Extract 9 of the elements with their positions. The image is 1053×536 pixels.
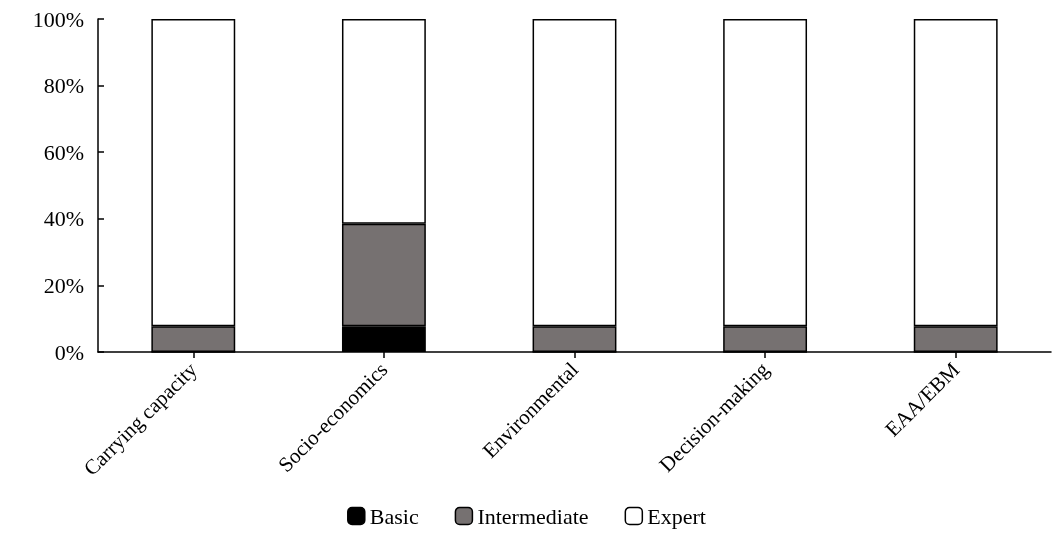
y-tick-label: 20% [43,272,84,298]
y-tick-label: 40% [43,206,84,232]
y-tick-label: 0% [54,339,84,365]
legend-label: Intermediate [477,503,589,529]
y-tick-label: 100% [32,6,84,32]
y-tick-label: 60% [43,139,84,165]
y-tick-label: 80% [43,73,84,99]
legend-label: Basic [369,503,419,529]
legend-label: Expert [647,503,706,529]
